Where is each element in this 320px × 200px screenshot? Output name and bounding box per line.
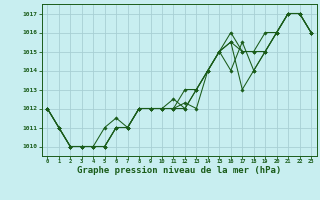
X-axis label: Graphe pression niveau de la mer (hPa): Graphe pression niveau de la mer (hPa) bbox=[77, 166, 281, 175]
